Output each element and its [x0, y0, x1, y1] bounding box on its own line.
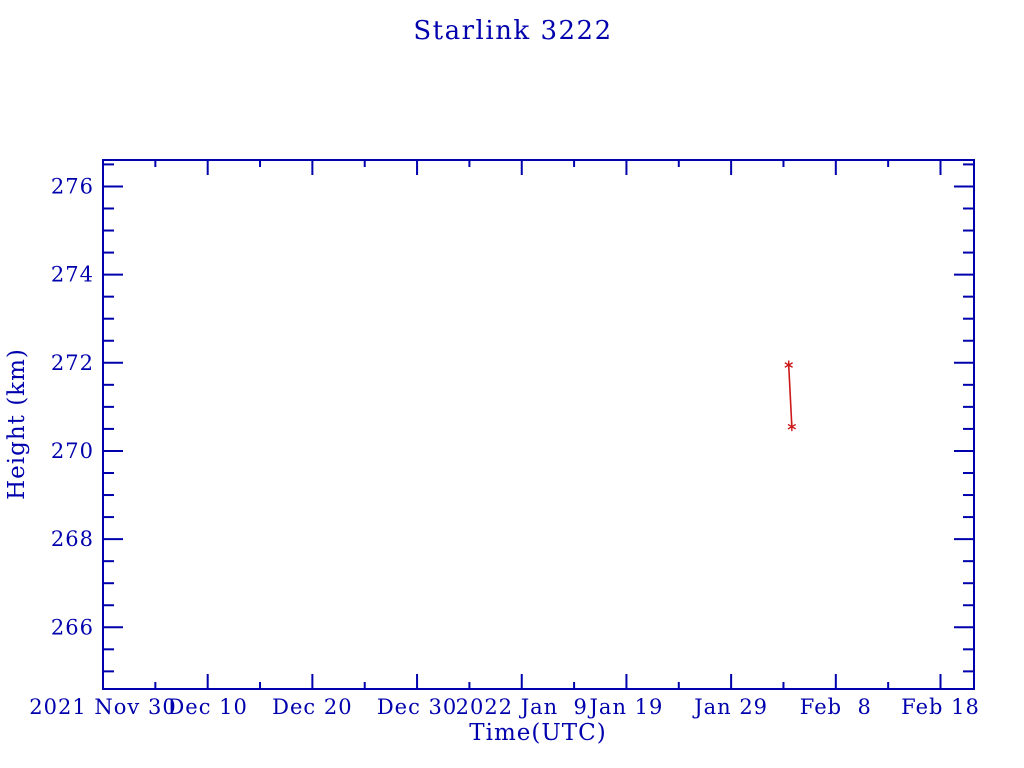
- y-tick-label: 272: [51, 351, 94, 375]
- data-line: [787, 364, 793, 427]
- x-tick-label: 2021 Nov 30: [29, 695, 176, 719]
- x-tick-label: Dec 10: [167, 695, 247, 719]
- chart-title: Starlink 3222: [413, 16, 613, 46]
- y-tick-label: 276: [51, 174, 94, 198]
- x-tick-label: Jan 29: [692, 695, 768, 719]
- x-tick-label: 2022 Jan 9: [456, 695, 588, 719]
- x-tick-label: Dec 20: [272, 695, 352, 719]
- y-tick-label: 266: [51, 615, 94, 639]
- data-point-marker: [787, 423, 797, 430]
- plot-frame: [102, 159, 975, 690]
- x-tick-label: Feb 18: [901, 695, 980, 719]
- y-axis-label: Height (km): [4, 348, 30, 500]
- data-point-marker: [784, 362, 793, 368]
- x-tick-label: Dec 30: [377, 695, 457, 719]
- x-tick-label: Jan 19: [588, 695, 664, 719]
- y-tick-label: 270: [51, 439, 94, 463]
- y-tick-label: 268: [51, 527, 94, 551]
- y-tick-label: 274: [51, 263, 94, 287]
- x-axis-label: Time(UTC): [469, 720, 607, 746]
- x-tick-label: Feb 8: [800, 695, 872, 719]
